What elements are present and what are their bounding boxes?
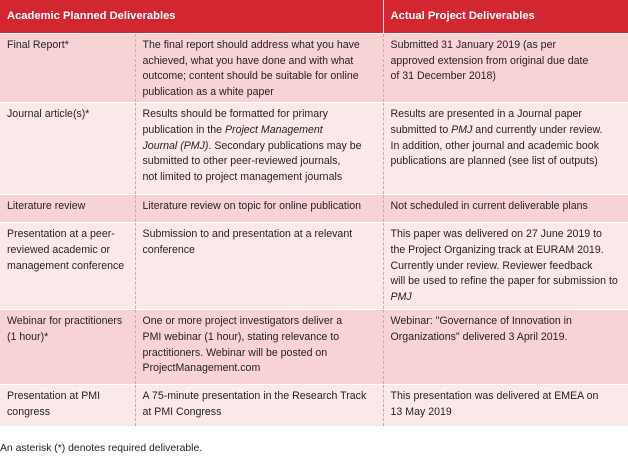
actual-cell: Submitted 31 January 2019 (as per approv…: [382, 32, 628, 103]
planned-line: Webinar for practitioners: [7, 315, 123, 328]
description-line: outcome; content should be suitable for …: [142, 70, 359, 83]
actual-line: PMJ: [391, 290, 623, 306]
description-line: publication in the Project Management: [143, 123, 377, 139]
description-line: ProjectManagement.com: [142, 362, 261, 375]
table-row: Webinar for practitioners (1 hour)* One …: [0, 309, 628, 385]
planned-cell: Journal article(s)*: [0, 102, 135, 195]
actual-line: the Project Organizing track at EURAM 20…: [390, 243, 604, 256]
table-row: Literature review Literature review on t…: [0, 194, 628, 223]
planned-cell: Presentation at PMI congress: [0, 384, 135, 426]
table-header-row: Academic Planned Deliverables Actual Pro…: [0, 0, 628, 34]
actual-line: publications are planned (see list of ou…: [390, 155, 598, 168]
actual-line: Results are presented in a Journal paper: [390, 108, 582, 121]
table-row: Presentation at PMI congress A 75-minute…: [0, 384, 628, 426]
planned-line: reviewed academic or: [7, 243, 111, 256]
planned-cell: Final Report*: [0, 32, 135, 103]
actual-line: will be used to refine the paper for sub…: [390, 275, 618, 288]
description-line: One or more project investigators delive…: [142, 315, 343, 328]
planned-label: Final Report*: [7, 39, 69, 51]
description-cell: Results should be formatted for primary …: [134, 102, 384, 195]
actual-cell: Not scheduled in current deliverable pla…: [382, 194, 628, 223]
table-row: Final Report* The final report should ad…: [0, 32, 628, 103]
actual-cell: Results are presented in a Journal paper…: [382, 102, 628, 195]
description-line: The final report should address what you…: [142, 39, 360, 51]
description-line: Journal (PMJ). Secondary publications ma…: [143, 139, 377, 155]
footnote: An asterisk (*) denotes required deliver…: [0, 443, 203, 454]
actual-line: Organizations" delivered 3 April 2019.: [390, 330, 568, 343]
description-line: submitted to other peer-reviewed journal…: [142, 155, 341, 168]
actual-line: This presentation was delivered at EMEA …: [390, 390, 599, 403]
description-text: . Secondary publications may be: [208, 139, 362, 152]
description-line: PMI webinar (1 hour), stating relevance …: [142, 330, 340, 343]
planned-cell: Webinar for practitioners (1 hour)*: [0, 309, 135, 385]
planned-line: management conference: [7, 259, 125, 272]
description-line: at PMI Congress: [142, 405, 222, 418]
description-line: Literature review on topic for online pu…: [142, 200, 361, 213]
planned-line: (1 hour)*: [7, 330, 49, 343]
planned-line: Presentation at PMI: [7, 390, 101, 403]
description-line: not limited to project management journa…: [142, 170, 343, 183]
planned-cell: Presentation at a peer- reviewed academi…: [0, 222, 135, 310]
deliverables-table: Academic Planned Deliverables Actual Pro…: [0, 0, 628, 426]
description-cell: Literature review on topic for online pu…: [134, 194, 384, 223]
actual-text: and currently under review.: [472, 123, 603, 136]
description-text: publication in the: [142, 123, 225, 136]
table-row: Presentation at a peer- reviewed academi…: [0, 222, 628, 310]
description-line: publication as a white paper: [142, 85, 274, 98]
actual-line: approved extension from original due dat…: [390, 54, 589, 67]
planned-cell: Literature review: [0, 194, 135, 223]
description-cell: A 75-minute presentation in the Research…: [134, 384, 384, 426]
description-cell: The final report should address what you…: [134, 32, 384, 103]
planned-label: Journal article(s)*: [7, 108, 90, 121]
description-line: Results should be formatted for primary: [142, 108, 328, 121]
journal-abbrev: PMJ: [451, 123, 473, 136]
table-row: Journal article(s)* Results should be fo…: [0, 102, 628, 195]
description-line: conference: [142, 243, 195, 256]
header-actual: Actual Project Deliverables: [382, 0, 628, 34]
actual-cell: Webinar: "Governance of Innovation in Or…: [382, 309, 628, 385]
actual-line: 13 May 2019: [390, 405, 452, 418]
actual-line: Submitted 31 January 2019 (as per: [390, 39, 556, 51]
actual-line: Not scheduled in current deliverable pla…: [390, 200, 588, 213]
header-planned: Academic Planned Deliverables: [0, 0, 384, 34]
journal-title: Journal (PMJ): [142, 139, 209, 152]
description-cell: Submission to and presentation at a rele…: [134, 222, 384, 310]
description-cell: One or more project investigators delive…: [134, 309, 384, 385]
actual-cell: This presentation was delivered at EMEA …: [382, 384, 628, 426]
actual-line: submitted to PMJ and currently under rev…: [391, 123, 623, 139]
description-line: A 75-minute presentation in the Research…: [142, 390, 367, 403]
planned-label: Literature review: [7, 200, 86, 213]
actual-line: In addition, other journal and academic …: [390, 139, 599, 152]
planned-line: Presentation at a peer-: [7, 228, 115, 241]
actual-line: of 31 December 2018): [390, 70, 496, 83]
actual-line: Webinar: "Governance of Innovation in: [390, 315, 572, 328]
actual-line: This paper was delivered on 27 June 2019…: [390, 228, 602, 241]
actual-line: Currently under review. Reviewer feedbac…: [390, 259, 593, 272]
actual-cell: This paper was delivered on 27 June 2019…: [382, 222, 628, 310]
journal-abbrev: PMJ: [390, 290, 412, 303]
planned-line: congress: [7, 405, 50, 418]
description-line: Submission to and presentation at a rele…: [142, 228, 353, 241]
description-line: achieved, what you have done and with wh…: [142, 54, 354, 67]
journal-title: Project Management: [224, 123, 323, 136]
description-line: practitioners. Webinar will be posted on: [142, 346, 328, 359]
actual-text: submitted to: [390, 123, 452, 136]
